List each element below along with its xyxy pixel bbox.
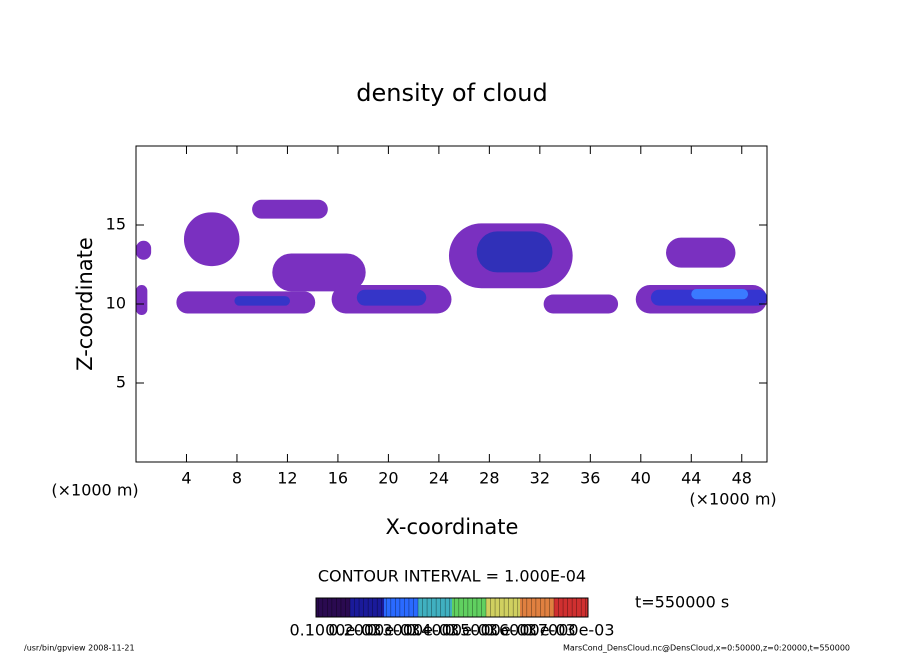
cloud-region bbox=[543, 294, 619, 314]
cloud-region bbox=[252, 199, 328, 219]
x-tick-label: 4 bbox=[181, 469, 191, 488]
colorbar-segment bbox=[384, 598, 419, 617]
x-tick-label: 44 bbox=[681, 469, 701, 488]
x-tick-label: 40 bbox=[631, 469, 651, 488]
colorbar-segment bbox=[520, 598, 555, 617]
cloud-region bbox=[691, 288, 749, 300]
cloud-region bbox=[136, 285, 148, 316]
contour-interval: CONTOUR INTERVAL = 1.000E-04 bbox=[318, 567, 586, 586]
footer-right: MarsCond_DensCloud.nc@DensCloud,x=0:5000… bbox=[563, 644, 850, 653]
colorbar-label: 0.3000e-03 bbox=[367, 621, 459, 640]
x-tick-label: 28 bbox=[479, 469, 499, 488]
cloud-region bbox=[234, 296, 290, 306]
x-tick-label: 24 bbox=[429, 469, 449, 488]
colorbar-segment bbox=[350, 598, 385, 617]
colorbar-label: 0.7000e-03 bbox=[523, 621, 615, 640]
colorbar-segment bbox=[418, 598, 453, 617]
x-tick-label: 36 bbox=[580, 469, 600, 488]
colorbar-segment bbox=[486, 598, 521, 617]
x-tick-label: 20 bbox=[378, 469, 398, 488]
colorbar-segment bbox=[316, 598, 351, 617]
y-tick-label: 5 bbox=[116, 373, 126, 392]
chart-title: density of cloud bbox=[356, 79, 547, 107]
cloud-region bbox=[136, 240, 152, 260]
colorbar-label: 0.1000e-03 bbox=[289, 621, 381, 640]
colorbar-label: 0.5000e-03 bbox=[445, 621, 537, 640]
cloud-region bbox=[666, 237, 736, 268]
x-tick-label: 48 bbox=[732, 469, 752, 488]
x-unit: (×1000 m) bbox=[689, 490, 776, 509]
y-tick-label: 10 bbox=[106, 294, 126, 313]
y-axis-label: Z-coordinate bbox=[73, 237, 97, 371]
y-unit: (×1000 m) bbox=[51, 481, 138, 500]
cloud-region bbox=[356, 289, 427, 306]
x-tick-label: 16 bbox=[328, 469, 348, 488]
y-tick-label: 15 bbox=[106, 215, 126, 234]
colorbar-label: 0.4000e-03 bbox=[406, 621, 498, 640]
colorbar-frame bbox=[315, 597, 589, 618]
colorbar-label: 0.6000e-03 bbox=[484, 621, 576, 640]
plot-area bbox=[136, 199, 767, 316]
cloud-region bbox=[272, 253, 366, 292]
footer-left: /usr/bin/gpview 2008-11-21 bbox=[24, 644, 135, 653]
colorbar-segment bbox=[554, 598, 589, 617]
colorbar-label: 0.2000e-03 bbox=[328, 621, 420, 640]
x-axis-label: X-coordinate bbox=[386, 515, 519, 539]
x-tick-label: 8 bbox=[232, 469, 242, 488]
x-tick-label: 12 bbox=[277, 469, 297, 488]
colorbar: 0.1000e-030.2000e-030.3000e-030.4000e-03… bbox=[289, 597, 615, 640]
cloud-region bbox=[476, 231, 553, 273]
cloud-region bbox=[183, 212, 240, 267]
time-label: t=550000 s bbox=[635, 593, 729, 612]
colorbar-segment bbox=[452, 598, 487, 617]
x-tick-label: 32 bbox=[530, 469, 550, 488]
